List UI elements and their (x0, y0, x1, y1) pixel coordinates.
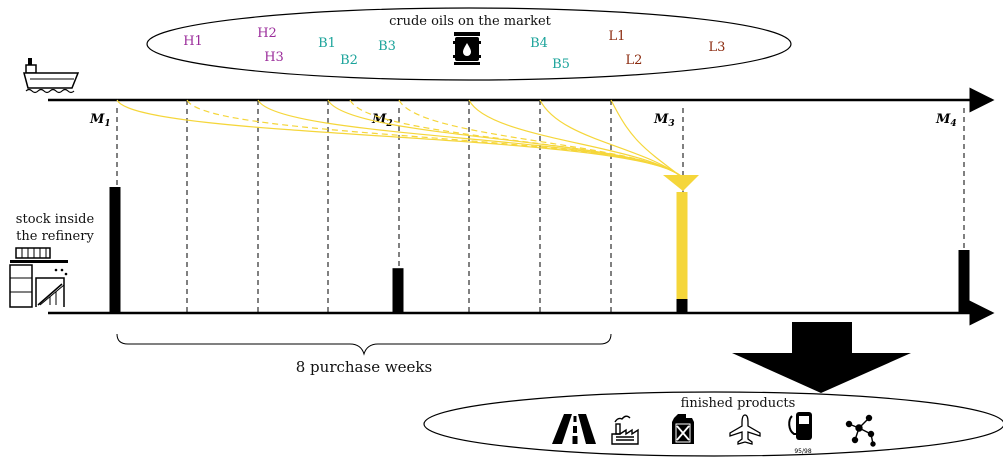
stock-bar-m3-incoming (676, 192, 688, 299)
purchase-weeks-label: 8 purchase weeks (296, 358, 432, 376)
airplane-icon (729, 414, 761, 445)
crude-label-b4: B4 (530, 36, 548, 51)
month-label-m1: M1 (89, 112, 111, 129)
finished-ellipse (423, 391, 1003, 457)
crude-label-l2: L2 (626, 53, 643, 68)
crude-label-b2: B2 (340, 53, 358, 68)
factory-icon (611, 415, 639, 445)
finished-title: finished products (681, 396, 796, 411)
crude-label-b1: B1 (318, 36, 336, 51)
crude-label-b3: B3 (378, 39, 396, 54)
flow-curve (398, 99, 684, 179)
tanker-ship-icon (23, 58, 80, 94)
flow-curve (539, 99, 684, 179)
stock-bar-m3 (676, 299, 688, 313)
flow-curve (610, 99, 684, 179)
crude-label-h3: H3 (264, 50, 284, 65)
asphalt-road-icon (552, 414, 596, 444)
jerrycan-icon (672, 414, 694, 444)
crude-label-l3: L3 (709, 40, 726, 55)
market-title: crude oils on the market (389, 14, 552, 29)
purchase-weeks-brace (116, 333, 612, 356)
finished-products-group: finished products (423, 391, 1003, 457)
flow-funnel (663, 175, 699, 191)
month-labels: M1 M2 M3 M4 (89, 112, 957, 129)
month-label-m3: M3 (653, 112, 675, 129)
stock-label-line2: the refinery (16, 229, 94, 244)
pump-grade-label: 95/98 (794, 448, 811, 455)
flow-curve (186, 99, 684, 179)
flow-curve (349, 99, 684, 179)
flow-curve (468, 99, 684, 179)
crude-flow-curves (116, 99, 684, 179)
crude-label-l1: L1 (609, 29, 626, 44)
oil-barrel-icon (453, 32, 481, 65)
stock-bar-m2 (392, 268, 404, 313)
crude-label-b5: B5 (552, 57, 570, 72)
flow-curve (116, 99, 684, 179)
stock-bars (109, 187, 970, 313)
fuel-pump-icon: 95/98 (788, 412, 812, 455)
flow-curve (257, 99, 684, 179)
market-ellipse-group: crude oils on the market H1 H2 H3 B1 B2 B3 B4 B… (146, 7, 792, 81)
month-label-m4: M4 (935, 112, 957, 129)
market-ellipse (146, 7, 792, 81)
week-dividers (116, 100, 965, 313)
stock-bar-m4 (958, 250, 970, 313)
output-arrow (732, 322, 911, 393)
refinery-icon (9, 247, 68, 308)
crude-label-h2: H2 (257, 26, 277, 41)
molecule-icon (845, 414, 876, 447)
crude-label-h1: H1 (183, 34, 203, 49)
stock-label-line1: stock inside (16, 212, 95, 227)
stock-bar-m1 (109, 187, 121, 313)
